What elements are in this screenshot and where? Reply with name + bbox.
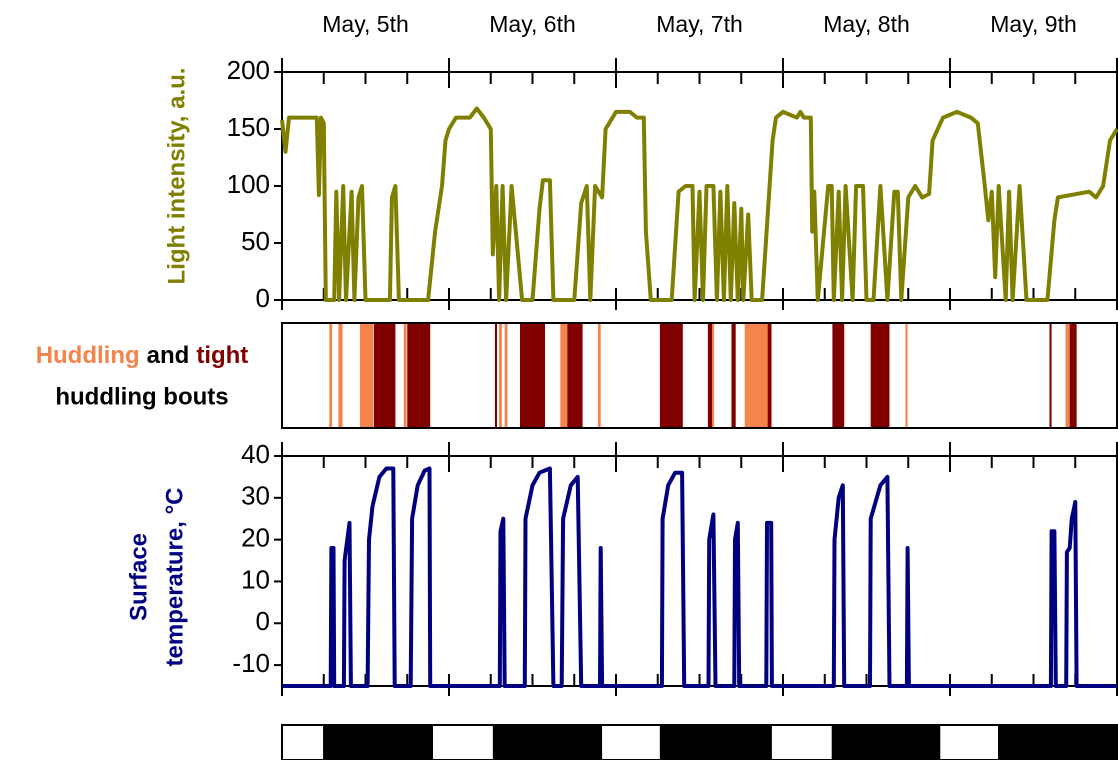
- label-huddling: Huddling: [36, 342, 140, 369]
- day-label: May, 7th: [656, 11, 743, 37]
- interval-bar: [998, 725, 1117, 760]
- interval-bar: [712, 323, 715, 428]
- interval-bar: [338, 323, 343, 428]
- interval-bar: [767, 323, 772, 428]
- data-line: [282, 466, 1117, 688]
- day-label: May, 8th: [823, 11, 910, 37]
- interval-bar: [905, 323, 908, 428]
- interval-bar: [359, 323, 374, 428]
- interval-bar: [831, 725, 941, 760]
- y-tick-label: 150: [227, 112, 270, 142]
- interval-bar: [373, 323, 396, 428]
- interval-bar: [494, 323, 498, 428]
- panel-label: Huddling and tight: [36, 342, 249, 369]
- interval-bar: [329, 323, 333, 428]
- interval-bar: [659, 725, 772, 760]
- panel-frame: [281, 724, 1118, 760]
- interval-bar: [567, 323, 583, 428]
- interval-bar: [560, 323, 568, 428]
- y-tick-label: 0: [256, 606, 270, 636]
- y-tick-label: 200: [227, 55, 270, 85]
- interval-bar: [870, 323, 890, 428]
- y-axis-title: temperature, °C: [161, 488, 188, 667]
- y-axis-title: Surface: [125, 533, 152, 621]
- interval-bar: [492, 725, 603, 760]
- panel-label: huddling bouts: [55, 383, 228, 410]
- interval-bar: [832, 323, 845, 428]
- interval-bar: [499, 323, 502, 428]
- data-line: [280, 106, 1118, 302]
- y-tick-label: 50: [241, 226, 270, 256]
- interval-bar: [659, 323, 683, 428]
- interval-bar: [504, 323, 508, 428]
- interval-bar: [731, 323, 736, 428]
- day-label: May, 5th: [322, 11, 409, 37]
- interval-bar: [1049, 323, 1052, 428]
- y-axis-title: Light intensity, a.u.: [163, 68, 190, 285]
- day-label: May, 9th: [990, 11, 1077, 37]
- y-tick-label: 100: [227, 169, 270, 199]
- interval-bar: [407, 323, 431, 428]
- y-tick-label: 20: [241, 523, 270, 553]
- panel-frame: [281, 322, 1118, 429]
- y-tick-label: 10: [241, 564, 270, 594]
- label-tight: tight: [196, 342, 248, 369]
- label-and: and: [147, 342, 190, 369]
- interval-bar: [323, 725, 433, 760]
- interval-bar: [519, 323, 546, 428]
- interval-bar: [1069, 323, 1077, 428]
- y-tick-label: -10: [232, 648, 270, 678]
- interval-bar: [744, 323, 772, 428]
- interval-bar: [707, 323, 713, 428]
- y-tick-label: 30: [241, 481, 270, 511]
- interval-bar: [403, 323, 407, 428]
- interval-bar: [1065, 323, 1070, 428]
- y-tick-label: 40: [241, 439, 270, 469]
- day-label: May, 6th: [489, 11, 576, 37]
- y-tick-label: 0: [256, 283, 270, 313]
- interval-bar: [597, 323, 601, 428]
